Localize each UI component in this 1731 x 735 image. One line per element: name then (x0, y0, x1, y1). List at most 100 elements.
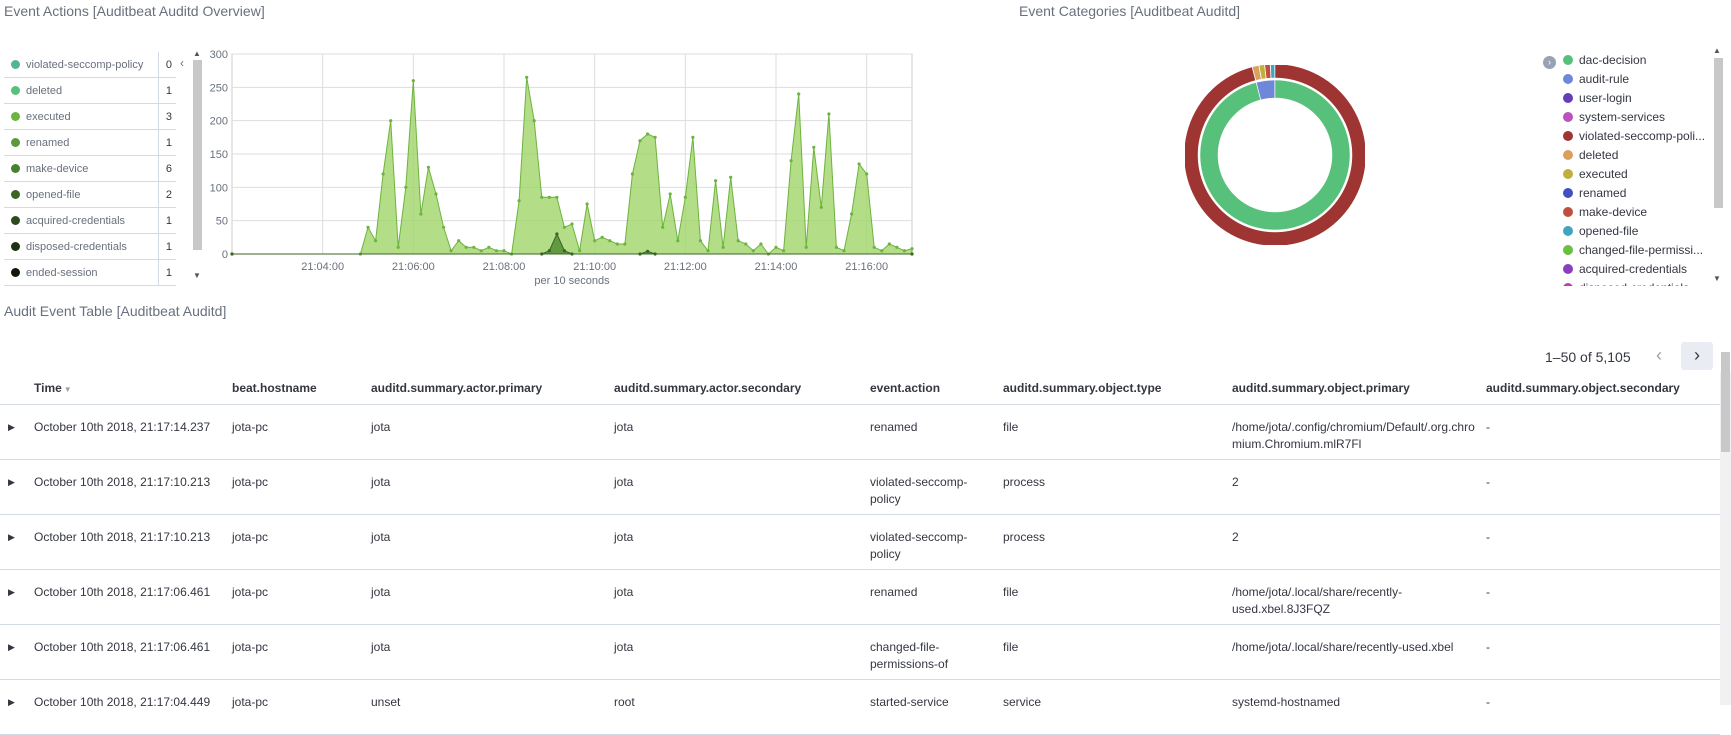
table-cell: file (1003, 569, 1232, 625)
data-point (449, 249, 453, 253)
y-tick-label: 50 (216, 216, 228, 228)
data-point (230, 252, 234, 256)
expand-row-icon[interactable]: ▶ (0, 459, 34, 515)
expand-row-icon[interactable]: ▶ (0, 569, 34, 625)
table-row[interactable]: ▶ October 10th 2018, 21:17:10.213 jota-pc j… (0, 459, 1720, 515)
legend-item[interactable]: user-login (1563, 88, 1711, 107)
legend-item[interactable]: audit-rule (1563, 69, 1711, 88)
column-header[interactable]: event.action (870, 372, 1003, 405)
donut-slice[interactable] (1256, 79, 1276, 101)
legend-item[interactable]: ended-session 1 (4, 260, 176, 286)
legend-item-label: renamed (26, 136, 70, 149)
scroll-up-icon[interactable]: ▲ (193, 49, 201, 58)
legend-item[interactable]: dac-decision (1563, 50, 1711, 69)
table-cell: file (1003, 624, 1232, 680)
data-point (910, 252, 914, 256)
table-cell: jota-pc (232, 679, 371, 735)
table-cell: jota-pc (232, 459, 371, 515)
table-cell: - (1486, 459, 1720, 515)
data-point (819, 205, 823, 209)
data-point (472, 245, 476, 249)
column-header[interactable]: auditd.summary.actor.primary (371, 372, 614, 405)
donut-slice[interactable] (1258, 65, 1267, 80)
table-cell: jota (371, 569, 614, 625)
expand-row-icon[interactable]: ▶ (0, 514, 34, 570)
sort-descending-icon[interactable]: ▼ (63, 384, 72, 394)
donut-slice[interactable] (1264, 65, 1272, 79)
table-row[interactable]: ▶ October 10th 2018, 21:17:06.461 jota-pc j… (0, 569, 1720, 625)
table-row[interactable]: ▶ October 10th 2018, 21:17:04.449 jota-pc u… (0, 679, 1720, 735)
legend-item[interactable]: renamed 1 (4, 130, 176, 156)
legend-toggle-icon[interactable]: › (1543, 56, 1556, 69)
legend-color-dot (1563, 54, 1573, 65)
table-scrollbar[interactable] (1720, 372, 1731, 705)
table-cell: - (1486, 624, 1720, 680)
legend-scrollbar[interactable] (193, 60, 202, 250)
legend-item[interactable]: violated-seccomp-policy 0 (4, 52, 176, 78)
expand-row-icon[interactable]: ▶ (0, 624, 34, 680)
legend-item[interactable]: deleted (1563, 145, 1711, 164)
legend-item-count: 1 (158, 234, 176, 259)
legend-item-label: deleted (1579, 147, 1619, 162)
column-header[interactable]: auditd.summary.actor.secondary (614, 372, 870, 405)
legend-color-dot (1563, 263, 1573, 274)
x-axis-label: per 10 seconds (534, 275, 610, 286)
legend-item[interactable]: disposed-credentials (1563, 278, 1711, 286)
legend-item[interactable]: opened-file (1563, 221, 1711, 240)
legend-item[interactable]: make-device 6 (4, 156, 176, 182)
donut-slice[interactable] (1185, 65, 1365, 245)
column-header[interactable]: auditd.summary.object.secondary (1486, 372, 1720, 405)
expand-row-icon[interactable]: ▶ (0, 404, 34, 460)
legend-scrollbar[interactable] (1714, 58, 1723, 208)
column-header[interactable]: beat.hostname (232, 372, 371, 405)
legend-item[interactable]: changed-file-permissi... (1563, 240, 1711, 259)
expand-row-icon[interactable]: ▶ (0, 679, 34, 735)
legend-item[interactable]: system-services (1563, 107, 1711, 126)
legend-item-label: disposed-credentials (26, 240, 127, 253)
data-point (517, 199, 521, 203)
next-page-button[interactable]: › (1681, 342, 1713, 370)
scroll-up-icon[interactable]: ▲ (1713, 46, 1721, 55)
data-point (434, 192, 438, 196)
event-categories-legend: dac-decision audit-rule user-login system-s… (1563, 50, 1711, 286)
data-point (653, 135, 657, 139)
table-cell: jota (614, 459, 870, 515)
legend-color-dot (1563, 92, 1573, 103)
column-header[interactable]: auditd.summary.object.type (1003, 372, 1232, 405)
scroll-down-icon[interactable]: ▼ (193, 271, 201, 280)
data-point (389, 119, 393, 123)
previous-page-button[interactable]: ‹ (1656, 345, 1662, 365)
data-point (646, 249, 650, 253)
legend-item[interactable]: acquired-credentials 1 (4, 208, 176, 234)
legend-item[interactable]: deleted 1 (4, 78, 176, 104)
donut-slice[interactable] (1199, 79, 1351, 231)
table-row[interactable]: ▶ October 10th 2018, 21:17:06.461 jota-pc j… (0, 624, 1720, 680)
legend-item[interactable]: violated-seccomp-poli... (1563, 126, 1711, 145)
legend-item-label: make-device (1579, 204, 1648, 219)
legend-item[interactable]: executed 3 (4, 104, 176, 130)
legend-item-label: disposed-credentials (1579, 281, 1689, 287)
donut-slice[interactable] (1252, 65, 1262, 81)
legend-collapse-icon[interactable]: ‹ (180, 56, 184, 70)
column-header[interactable]: auditd.summary.object.primary (1232, 372, 1486, 405)
data-point (880, 249, 884, 253)
legend-item[interactable]: make-device (1563, 202, 1711, 221)
table-row[interactable]: ▶ October 10th 2018, 21:17:10.213 jota-pc j… (0, 514, 1720, 570)
legend-item[interactable]: acquired-credentials (1563, 259, 1711, 278)
legend-item-label: opened-file (1579, 223, 1639, 238)
table-row[interactable]: ▶ October 10th 2018, 21:17:14.237 jota-pc j… (0, 404, 1720, 460)
table-cell: jota (614, 514, 870, 570)
data-point (555, 232, 559, 236)
data-point (411, 79, 415, 83)
donut-slice[interactable] (1270, 65, 1275, 79)
x-tick-label: 21:16:00 (845, 261, 888, 273)
data-point (442, 225, 446, 229)
legend-item[interactable]: executed (1563, 164, 1711, 183)
legend-item[interactable]: renamed (1563, 183, 1711, 202)
data-point (562, 225, 566, 229)
scroll-down-icon[interactable]: ▼ (1713, 274, 1721, 283)
legend-item[interactable]: opened-file 2 (4, 182, 176, 208)
table-scrollbar-thumb[interactable] (1721, 352, 1730, 452)
column-header-time[interactable]: Time ▼ (34, 372, 232, 405)
legend-item[interactable]: disposed-credentials 1 (4, 234, 176, 260)
